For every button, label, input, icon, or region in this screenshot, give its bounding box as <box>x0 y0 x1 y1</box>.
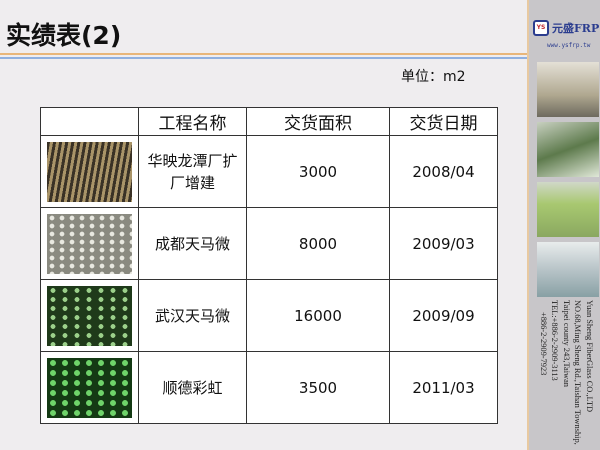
project-name: 武汉天马微 <box>138 279 247 352</box>
side-photo-2 <box>537 122 599 177</box>
company-address: Yuan Sheng FiberGlass CO.,LTD NO.68,Ming… <box>537 300 595 445</box>
project-photo <box>47 213 132 274</box>
company-name: Yuan Sheng FiberGlass CO.,LTD <box>585 300 594 413</box>
project-date: 2009/09 <box>389 279 498 352</box>
header-project-name: 工程名称 <box>138 107 247 136</box>
address-line-1: NO.68,Ming Sheng Rd.,Taishan Township, <box>573 300 583 445</box>
project-photo <box>47 357 132 418</box>
project-name: 华映龙潭厂扩厂增建 <box>138 135 247 208</box>
header-date: 交货日期 <box>389 107 498 136</box>
project-photo <box>47 141 132 202</box>
side-photo-3 <box>537 182 599 237</box>
side-photo-1 <box>537 62 599 117</box>
header-area: 交货面积 <box>246 107 390 136</box>
address-line-2: Taipei county 243,Taiwan <box>562 300 571 387</box>
project-name: 顺德彩虹 <box>138 351 247 424</box>
title-divider-orange <box>0 53 527 55</box>
table-row: 顺德彩虹 3500 2011/03 <box>40 351 498 424</box>
side-photo-4 <box>537 242 599 297</box>
table-header: 工程名称 交货面积 交货日期 <box>40 107 498 136</box>
tel-2: +886-2-2909-7923 <box>539 312 548 376</box>
table-row: 成都天马微 8000 2009/03 <box>40 207 498 280</box>
ys-logo-icon: YS <box>533 20 549 36</box>
project-area: 8000 <box>246 207 390 280</box>
side-panel: YS 元盛FRP www.ysfrp.tw <box>527 0 600 450</box>
project-area: 3000 <box>246 135 390 208</box>
project-photo <box>47 285 132 346</box>
table-row: 华映龙潭厂扩厂增建 3000 2008/04 <box>40 135 498 208</box>
unit-label: 单位：m2 <box>401 69 466 85</box>
logo-url: www.ysfrp.tw <box>547 42 591 49</box>
project-area: 16000 <box>246 279 390 352</box>
project-area: 3500 <box>246 351 390 424</box>
table-row: 武汉天马微 16000 2009/09 <box>40 279 498 352</box>
project-date: 2009/03 <box>389 207 498 280</box>
header-image <box>40 107 139 136</box>
logo-name: 元盛FRP <box>552 21 600 35</box>
project-name: 成都天马微 <box>138 207 247 280</box>
project-date: 2011/03 <box>389 351 498 424</box>
project-date: 2008/04 <box>389 135 498 208</box>
tel-1: TEL:+886-2-2909-3113 <box>550 300 560 381</box>
slide-title: 实绩表(2) <box>6 21 122 50</box>
title-divider-blue <box>0 57 527 59</box>
company-logo: YS 元盛FRP <box>533 20 599 36</box>
performance-table: 工程名称 交货面积 交货日期 华映龙潭厂扩厂增建 3000 2008/04 成都… <box>40 107 498 424</box>
